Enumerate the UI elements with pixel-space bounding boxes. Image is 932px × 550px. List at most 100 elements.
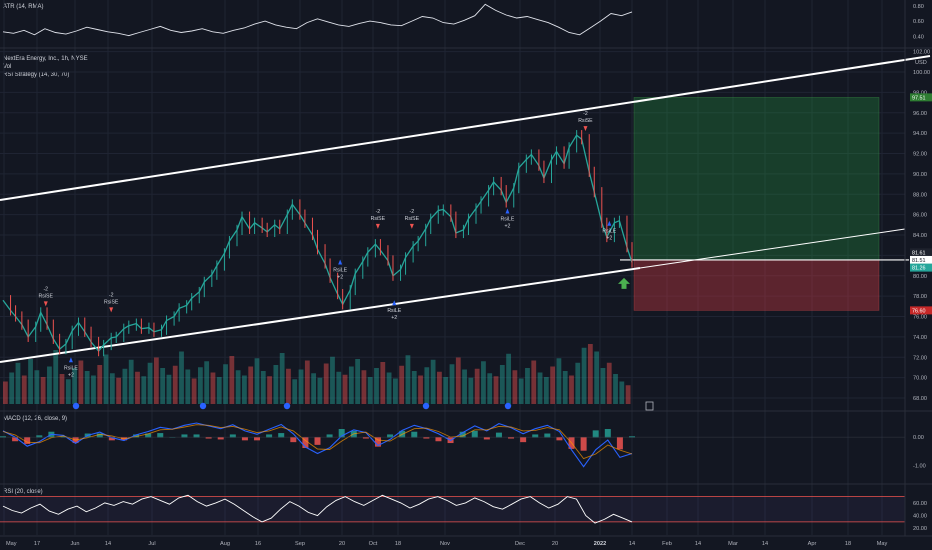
volume-bar xyxy=(443,377,449,404)
signal-label: -2 xyxy=(583,111,588,117)
volume-bar xyxy=(342,374,348,404)
rsi-tick-label: 40.00 xyxy=(913,514,927,520)
macd-histogram-bar xyxy=(314,437,321,445)
signal-label: +2 xyxy=(337,274,343,280)
time-tick-label: Apr xyxy=(808,541,817,547)
macd-histogram-bar xyxy=(193,434,200,438)
volume-bar xyxy=(97,365,103,404)
strategy-signal-long: RsiLE+2 xyxy=(64,357,78,378)
position-stop-zone xyxy=(633,259,880,311)
signal-label: +2 xyxy=(391,315,397,321)
time-tick-label: 14 xyxy=(695,541,701,547)
signal-label: RsiLE xyxy=(501,217,515,223)
volume-bar xyxy=(304,360,310,404)
volume-bar xyxy=(78,360,84,404)
volume-bar xyxy=(59,374,65,404)
price-tick-label: 100.00 xyxy=(913,70,930,76)
macd-histogram-bar xyxy=(495,432,502,438)
macd-histogram-bar xyxy=(604,429,611,438)
volume-bar xyxy=(317,377,323,404)
volume-bar xyxy=(210,372,216,404)
volume-bar xyxy=(336,371,342,404)
buy-arrow-icon xyxy=(505,208,510,214)
volume-bar xyxy=(594,351,600,404)
volume-bar xyxy=(418,375,423,404)
volume-bar xyxy=(116,377,122,404)
volume-bar xyxy=(286,368,291,404)
volume-bar xyxy=(109,373,115,404)
sell-arrow-icon xyxy=(375,223,380,229)
macd-histogram-bar xyxy=(24,437,31,444)
volume-bar xyxy=(374,368,379,404)
buy-arrow-icon xyxy=(68,357,73,363)
time-tick-label: 14 xyxy=(762,541,768,547)
target-price-label-tag xyxy=(910,93,932,102)
volume-bar xyxy=(468,377,474,404)
volume-bar xyxy=(575,362,581,404)
macd-histogram-bar xyxy=(108,437,115,441)
macd-histogram-bar xyxy=(616,437,623,450)
macd-histogram-bar xyxy=(254,437,261,441)
macd-histogram-bar xyxy=(145,433,152,438)
volume-bar xyxy=(292,379,298,404)
volume-bar xyxy=(298,369,304,404)
volume-bar xyxy=(367,377,373,404)
macd-histogram-bar xyxy=(556,437,563,441)
volume-bar xyxy=(512,370,518,404)
overlay-volume[interactable]: Vol xyxy=(3,64,12,70)
time-tick-label: Nov xyxy=(440,541,450,547)
macd-pane-title: MACD (12, 26, close, 9) xyxy=(3,416,68,422)
volume-bar xyxy=(166,374,172,404)
symbol-title[interactable]: NextEra Energy, Inc., 1h, NYSE xyxy=(3,56,88,62)
macd-histogram-bar xyxy=(229,434,236,438)
volume-bar xyxy=(323,363,329,404)
macd-histogram-bar xyxy=(217,437,224,440)
volume-bar xyxy=(197,367,203,404)
entry-price-label-b: 81.51 xyxy=(912,258,926,264)
volume-bar xyxy=(40,377,46,404)
signal-label: RsiSE xyxy=(104,299,119,305)
event-e-icon xyxy=(645,401,654,411)
volume-bar xyxy=(405,355,411,404)
volume-bar xyxy=(518,378,524,404)
price-tick-label: 74.00 xyxy=(913,335,927,341)
volume-bar xyxy=(537,372,543,404)
signal-label: RsiSE xyxy=(578,118,593,124)
rsi-tick-label: 60.00 xyxy=(913,501,927,507)
volume-bar xyxy=(600,368,606,404)
signal-label: -2 xyxy=(109,292,114,298)
volume-bar xyxy=(550,366,556,404)
entry-price-label-a: 81.61 xyxy=(912,250,926,256)
volume-bar xyxy=(185,369,191,404)
time-tick-label: 18 xyxy=(845,541,851,547)
earnings-event-icon xyxy=(422,402,430,410)
volume-bar xyxy=(223,364,228,404)
position-target-zone xyxy=(633,97,880,261)
rsi-line xyxy=(2,494,633,524)
macd-histogram-bar xyxy=(411,431,418,438)
strategy-signal-long: RsiLE+2 xyxy=(387,300,402,321)
volume-bar xyxy=(499,365,505,404)
time-tick-label: 2022 xyxy=(594,541,606,547)
time-tick-label: Oct xyxy=(369,541,378,547)
channel-lower-line xyxy=(0,267,641,363)
volume-bar xyxy=(9,372,15,404)
volume-bar xyxy=(330,356,335,404)
volume-bar xyxy=(128,359,134,404)
strategy-signal-long: RsiLE+2 xyxy=(501,208,515,230)
atr-pane-title: ATR (14, RMA) xyxy=(3,4,44,10)
overlay-rsi-strategy[interactable]: RSI Strategy (14, 30, 70) xyxy=(3,72,70,78)
sell-arrow-icon xyxy=(583,126,588,132)
volume-bar xyxy=(531,360,537,404)
volume-bar xyxy=(493,376,499,404)
earnings-event-icon xyxy=(504,402,512,410)
signal-label: +2 xyxy=(504,224,510,230)
time-tick-label: 20 xyxy=(552,541,558,547)
target-price-label: 97.51 xyxy=(912,95,926,101)
volume-bar xyxy=(355,359,361,404)
volume-bar xyxy=(506,353,511,404)
